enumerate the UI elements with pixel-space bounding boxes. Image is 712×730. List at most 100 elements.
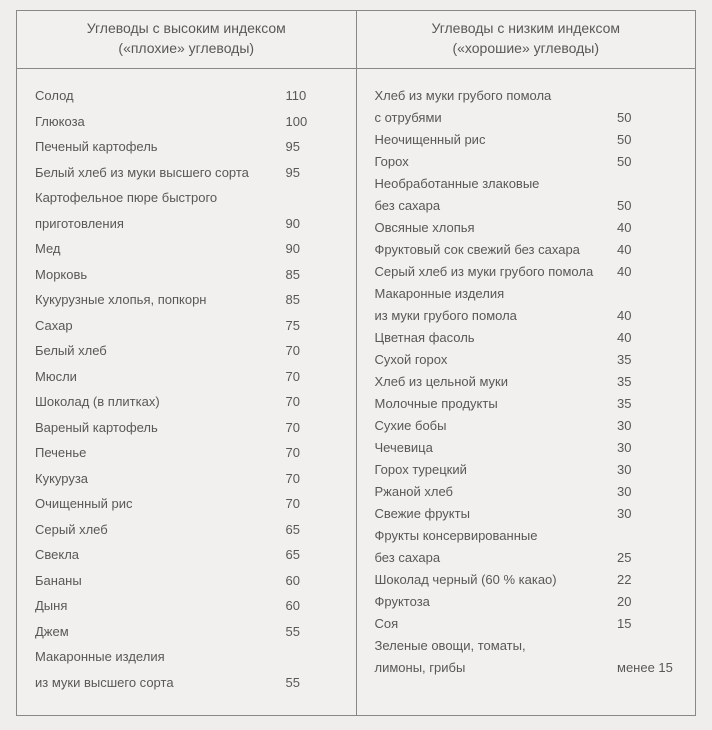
item-label: Сухие бобы	[375, 419, 618, 432]
item-label: Очищенный рис	[35, 497, 286, 510]
item-label: без сахара	[375, 199, 618, 212]
item-value: 40	[617, 331, 681, 344]
header-low-line1: Углеводы с низким индексом	[431, 20, 620, 36]
item-label: Свежие фрукты	[375, 507, 618, 520]
table-row: Серый хлеб из муки грубого помола40	[375, 265, 682, 278]
table-row: без сахара25	[375, 551, 682, 564]
item-value: 70	[286, 421, 342, 434]
item-value: 40	[617, 309, 681, 322]
item-value: 90	[286, 242, 342, 255]
table-row: Хлеб из цельной муки35	[375, 375, 682, 388]
table-row: Молочные продукты35	[375, 397, 682, 410]
item-value: 75	[286, 319, 342, 332]
table-row: Глюкоза100	[35, 115, 342, 128]
item-label: без сахара	[375, 551, 618, 564]
item-label: из муки высшего сорта	[35, 676, 286, 689]
table-row: Мюсли70	[35, 370, 342, 383]
item-label: Макаронные изделия	[375, 287, 618, 300]
table-row: из муки высшего сорта55	[35, 676, 342, 689]
table-row: Белый хлеб70	[35, 344, 342, 357]
item-value: 35	[617, 375, 681, 388]
item-value: 30	[617, 485, 681, 498]
item-label: Хлеб из цельной муки	[375, 375, 618, 388]
item-value: 55	[286, 625, 342, 638]
item-label: Дыня	[35, 599, 286, 612]
item-label: Шоколад (в плитках)	[35, 395, 286, 408]
glycemic-index-table: Углеводы с высоким индексом («плохие» уг…	[16, 10, 696, 716]
table-row: Чечевица30	[375, 441, 682, 454]
table-row: без сахара50	[375, 199, 682, 212]
item-value: 95	[286, 166, 342, 179]
item-value: 50	[617, 199, 681, 212]
item-label: лимоны, грибы	[375, 661, 618, 674]
item-value: 100	[286, 115, 342, 128]
item-value: 95	[286, 140, 342, 153]
item-value: 70	[286, 344, 342, 357]
item-value: 30	[617, 463, 681, 476]
table-row: Шоколад черный (60 % какао)22	[375, 573, 682, 586]
table-row: Сахар75	[35, 319, 342, 332]
item-value: 55	[286, 676, 342, 689]
table-row: Фрукты консервированные	[375, 529, 682, 542]
item-label: из муки грубого помола	[375, 309, 618, 322]
item-label: Фруктовый сок свежий без сахара	[375, 243, 618, 256]
item-label: Белый хлеб из муки высшего сорта	[35, 166, 286, 179]
table-row: Картофельное пюре быстрого	[35, 191, 342, 204]
table-row: Бананы60	[35, 574, 342, 587]
item-label: Горох турецкий	[375, 463, 618, 476]
item-label: Печеный картофель	[35, 140, 286, 153]
item-value: 40	[617, 265, 681, 278]
table-row: Макаронные изделия	[375, 287, 682, 300]
item-value: 70	[286, 472, 342, 485]
item-label: Солод	[35, 89, 286, 102]
item-label: Картофельное пюре быстрого	[35, 191, 286, 204]
item-label: Свекла	[35, 548, 286, 561]
item-value: 70	[286, 395, 342, 408]
table-body-row: Солод110Глюкоза100Печеный картофель95Бел…	[17, 69, 695, 715]
header-low-line2: («хорошие» углеводы)	[452, 40, 599, 56]
table-row: Серый хлеб65	[35, 523, 342, 536]
table-row: лимоны, грибыменее 15	[375, 661, 682, 674]
table-row: Сухие бобы30	[375, 419, 682, 432]
item-value: 22	[617, 573, 681, 586]
item-value: 85	[286, 293, 342, 306]
table-row: Овсяные хлопья40	[375, 221, 682, 234]
item-label: Чечевица	[375, 441, 618, 454]
item-label: Вареный картофель	[35, 421, 286, 434]
item-value: 35	[617, 397, 681, 410]
page: Углеводы с высоким индексом («плохие» уг…	[0, 0, 712, 730]
header-high-index: Углеводы с высоким индексом («плохие» уг…	[17, 11, 357, 68]
item-value: 30	[617, 419, 681, 432]
table-row: приготовления90	[35, 217, 342, 230]
item-label: Хлеб из муки грубого помола	[375, 89, 618, 102]
item-value: 20	[617, 595, 681, 608]
item-label: Цветная фасоль	[375, 331, 618, 344]
item-value: 65	[286, 523, 342, 536]
item-value: 60	[286, 574, 342, 587]
item-value: 85	[286, 268, 342, 281]
item-label: Джем	[35, 625, 286, 638]
item-value: 90	[286, 217, 342, 230]
item-label: Мед	[35, 242, 286, 255]
table-row: Зеленые овощи, томаты,	[375, 639, 682, 652]
table-row: Ржаной хлеб30	[375, 485, 682, 498]
item-value: 30	[617, 441, 681, 454]
item-value: 70	[286, 446, 342, 459]
header-high-line1: Углеводы с высоким индексом	[87, 20, 286, 36]
table-row: Печенье70	[35, 446, 342, 459]
table-row: Кукурузные хлопья, попкорн85	[35, 293, 342, 306]
table-row: Шоколад (в плитках)70	[35, 395, 342, 408]
item-label: Кукурузные хлопья, попкорн	[35, 293, 286, 306]
table-row: Печеный картофель95	[35, 140, 342, 153]
high-index-column: Солод110Глюкоза100Печеный картофель95Бел…	[17, 69, 357, 715]
item-label: Зеленые овощи, томаты,	[375, 639, 618, 652]
item-value: 50	[617, 155, 681, 168]
item-label: с отрубями	[375, 111, 618, 124]
table-row: Солод110	[35, 89, 342, 102]
table-row: Фруктоза20	[375, 595, 682, 608]
item-value: менее 15	[617, 661, 681, 674]
table-row: Необработанные злаковые	[375, 177, 682, 190]
item-label: Неочищенный рис	[375, 133, 618, 146]
item-label: Сахар	[35, 319, 286, 332]
table-header-row: Углеводы с высоким индексом («плохие» уг…	[17, 11, 695, 69]
